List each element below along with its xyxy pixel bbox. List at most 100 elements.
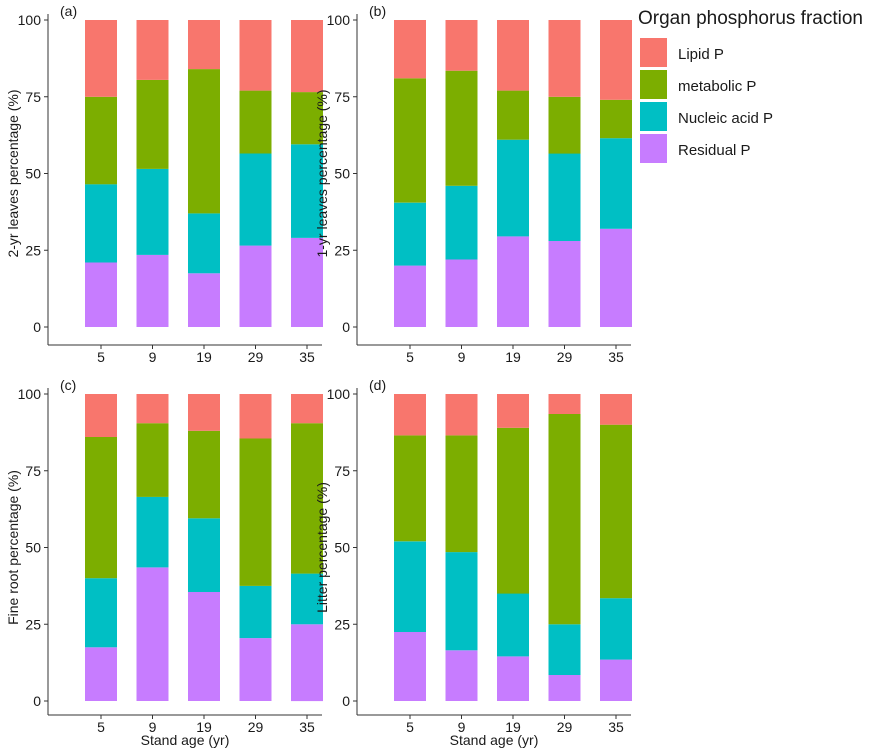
bar-segment-metabolic-p-35	[291, 92, 323, 145]
x-tick-label: 9	[149, 719, 157, 735]
y-tick-label: 50	[25, 166, 41, 182]
bar-segment-nucleic-acid-p-5	[85, 578, 117, 648]
bar-segment-residual-p-19	[497, 236, 529, 327]
legend-label-nucleic: Nucleic acid P	[678, 110, 773, 127]
bar-segment-nucleic-acid-p-19	[497, 139, 529, 237]
panel-label: (c)	[60, 377, 76, 393]
y-tick-label: 50	[25, 540, 41, 556]
legend-swatch-nucleic	[640, 102, 667, 131]
legend: Organ phosphorus fraction Lipid P metabo…	[638, 8, 863, 163]
bar-segment-residual-p-35	[600, 228, 632, 327]
x-tick-label: 19	[505, 719, 521, 735]
bar-segment-nucleic-acid-p-5	[85, 184, 117, 263]
bar-segment-lipid-p-5	[85, 20, 117, 97]
bar-segment-lipid-p-9	[136, 394, 169, 424]
bar-segment-metabolic-p-5	[85, 437, 117, 579]
bar-segment-lipid-p-29	[239, 394, 272, 439]
bar-segment-nucleic-acid-p-35	[600, 138, 632, 229]
bar-segment-nucleic-acid-p-35	[291, 144, 323, 238]
y-tick-label: 100	[18, 12, 42, 28]
bar-segment-residual-p-35	[600, 659, 632, 701]
bar-segment-lipid-p-19	[188, 394, 220, 431]
y-tick-label: 75	[334, 463, 350, 479]
bar-segment-residual-p-35	[291, 624, 323, 702]
bar-segment-metabolic-p-35	[291, 423, 323, 574]
x-tick-label: 9	[458, 719, 466, 735]
x-tick-label: 5	[97, 719, 105, 735]
bar-segment-metabolic-p-29	[239, 438, 272, 586]
x-tick-label: 35	[299, 719, 315, 735]
bar-segment-metabolic-p-9	[136, 79, 169, 169]
y-tick-label: 25	[25, 242, 41, 258]
bar-segment-metabolic-p-29	[548, 414, 581, 625]
bar-segment-nucleic-acid-p-9	[136, 168, 169, 255]
legend-label-residual: Residual P	[678, 142, 751, 159]
bar-segment-residual-p-19	[188, 592, 220, 701]
bar-segment-lipid-p-5	[394, 20, 426, 79]
panel-b: 5 9 19 29 35 0 25 50 75 100 (b) 1-yr leaves percent…	[314, 3, 632, 365]
x-tick-label: 5	[406, 719, 414, 735]
bar-segment-residual-p-5	[85, 262, 117, 327]
bar-segment-metabolic-p-19	[497, 427, 529, 594]
panel-label: (b)	[369, 3, 386, 19]
bar-segment-lipid-p-19	[497, 394, 529, 428]
bar-segment-metabolic-p-35	[600, 99, 632, 139]
y-tick-label: 0	[342, 319, 350, 335]
legend-swatch-residual	[640, 134, 667, 163]
bar-segment-lipid-p-35	[291, 394, 323, 424]
y-tick-label: 25	[25, 616, 41, 632]
bar-segment-residual-p-5	[394, 265, 426, 327]
bar-segment-nucleic-acid-p-29	[548, 624, 581, 675]
legend-title: Organ phosphorus fraction	[638, 8, 863, 29]
bar-segment-nucleic-acid-p-19	[497, 593, 529, 657]
y-tick-label: 100	[327, 12, 351, 28]
bar-segment-metabolic-p-29	[548, 96, 581, 154]
y-tick-label: 0	[342, 693, 350, 709]
bar-segment-lipid-p-5	[85, 394, 117, 437]
panel-label: (a)	[60, 3, 77, 19]
bar-segment-residual-p-19	[188, 273, 220, 327]
bar-segment-metabolic-p-19	[188, 69, 220, 214]
legend-label-lipid: Lipid P	[678, 46, 724, 63]
y-tick-label: 25	[334, 242, 350, 258]
bar-segment-nucleic-acid-p-5	[394, 202, 426, 266]
bar-segment-nucleic-acid-p-35	[600, 598, 632, 660]
y-tick-label: 50	[334, 166, 350, 182]
bar-segment-nucleic-acid-p-35	[291, 573, 323, 625]
bar-segment-nucleic-acid-p-29	[548, 153, 581, 241]
y-tick-label: 0	[33, 319, 41, 335]
bar-segment-lipid-p-19	[188, 20, 220, 70]
x-tick-label: 19	[196, 719, 212, 735]
bar-segment-metabolic-p-9	[445, 70, 478, 186]
bar-segment-lipid-p-35	[600, 394, 632, 425]
bar-segment-nucleic-acid-p-29	[239, 153, 272, 246]
bar-segment-residual-p-9	[445, 650, 478, 701]
bar-segment-residual-p-29	[239, 245, 272, 327]
bar-segment-lipid-p-29	[548, 394, 581, 414]
y-tick-label: 75	[334, 89, 350, 105]
bar-segment-lipid-p-35	[291, 20, 323, 93]
panel-c: 5 9 19 29 35 0 25 50 75 100 (c) Fine root percentag…	[5, 377, 323, 748]
x-tick-label: 29	[248, 349, 264, 365]
y-axis-title: 2-yr leaves percentage (%)	[5, 89, 21, 257]
legend-label-metabolic: metabolic P	[678, 78, 756, 95]
x-tick-label: 29	[557, 349, 573, 365]
bar-segment-residual-p-35	[291, 238, 323, 327]
y-tick-label: 100	[327, 386, 351, 402]
panel-label: (d)	[369, 377, 386, 393]
x-tick-label: 19	[196, 349, 212, 365]
bar-segment-residual-p-29	[239, 638, 272, 701]
y-tick-label: 0	[33, 693, 41, 709]
x-tick-label: 5	[406, 349, 414, 365]
bar-segment-nucleic-acid-p-9	[445, 185, 478, 260]
bar-segment-lipid-p-35	[600, 20, 632, 100]
y-axis-title: Fine root percentage (%)	[5, 470, 21, 625]
bar-segment-metabolic-p-29	[239, 90, 272, 154]
x-tick-label: 35	[608, 349, 624, 365]
bar-segment-metabolic-p-9	[136, 423, 169, 497]
x-tick-label: 5	[97, 349, 105, 365]
bar-segment-lipid-p-9	[445, 394, 478, 436]
legend-swatch-metabolic	[640, 70, 667, 99]
bar-segment-lipid-p-9	[445, 20, 478, 71]
